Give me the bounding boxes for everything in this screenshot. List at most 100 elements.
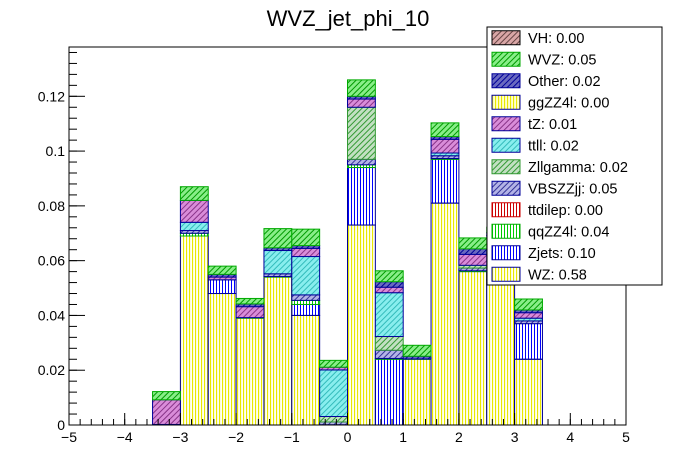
series-wz (179, 202, 543, 426)
bar-vbszzjj-5 (291, 294, 321, 301)
bar-wz-10 (430, 202, 460, 426)
legend-swatch-zjets (491, 245, 521, 261)
bar-zjets-2 (207, 279, 237, 295)
bar-zllgamma-7 (347, 106, 376, 160)
x-tick-label: 2 (455, 429, 463, 445)
bar-tz-5 (291, 247, 321, 258)
bar-vbszzjj-7 (347, 158, 376, 166)
legend-swatch-vh (491, 30, 521, 46)
legend-label-qqzz4l: qqZZ4l: 0.04 (528, 224, 609, 240)
bar-ttll-8 (374, 292, 404, 338)
stacked-bars (152, 79, 543, 426)
bar-wz-3 (235, 317, 265, 426)
bar-wvz-7 (347, 79, 376, 97)
y-tick-label: 0.02 (38, 362, 65, 378)
bar-wvz-0 (152, 391, 181, 401)
bar-vbszzjj-8 (374, 349, 404, 359)
bar-zjets-5 (291, 303, 321, 316)
bar-ttll-5 (291, 256, 321, 296)
bar-wz-11 (458, 271, 488, 426)
bar-other-11 (458, 248, 488, 255)
bar-wvz-10 (430, 122, 460, 138)
bar-tz-8 (374, 286, 404, 294)
bar-other-8 (374, 281, 404, 288)
x-tick-label: 0 (344, 429, 352, 445)
bar-tz-10 (430, 138, 460, 154)
bar-wvz-2 (207, 265, 237, 275)
y-tick-label: 0.12 (38, 88, 65, 104)
x-tick-label: 1 (399, 429, 407, 445)
bar-zllgamma-8 (374, 336, 404, 351)
legend-label-vbszzjj: VBSZZjj: 0.05 (528, 181, 617, 197)
legend-label-wz: WZ: 0.58 (528, 267, 587, 283)
legend-swatch-ttll (491, 137, 521, 153)
chart-title: WVZ_jet_phi_10 (267, 6, 430, 31)
legend-swatch-other (491, 73, 521, 89)
legend-label-ggzz4l: ggZZ4l: 0.00 (528, 95, 609, 111)
bar-zjets-8 (374, 358, 404, 426)
bar-zllgamma-6 (319, 416, 348, 423)
x-tick-label: 4 (566, 429, 574, 445)
y-tick-label: 0.04 (38, 307, 65, 323)
bar-ttll-4 (263, 250, 293, 275)
legend-swatch-qqzz4l (491, 223, 521, 239)
bar-tz-7 (347, 98, 376, 108)
bar-wz-1 (179, 235, 209, 426)
bar-tz-1 (179, 199, 209, 223)
bar-zjets-13 (514, 323, 543, 360)
legend-label-zjets: Zjets: 0.10 (528, 246, 596, 262)
x-tick-label: −3 (172, 429, 188, 445)
legend-box (486, 26, 663, 286)
series-wvz (152, 79, 543, 401)
bar-tz-3 (235, 306, 265, 319)
bar-wz-7 (347, 224, 376, 426)
legend-label-zllgamma: Zllgamma: 0.02 (528, 160, 628, 176)
bar-wz-4 (263, 276, 293, 426)
y-tick-label: 0.1 (46, 143, 66, 159)
y-tick-label: 0 (57, 417, 65, 433)
legend: VH: 0.00 WVZ: 0.05 Other: 0.02 ggZZ4l: 0.00… (486, 26, 663, 286)
legend-label-ttll: ttll: 0.02 (528, 138, 579, 154)
legend-swatch-tz (491, 116, 521, 132)
bar-wvz-3 (235, 297, 265, 305)
bar-wvz-13 (514, 298, 543, 311)
y-tick-label: 0.06 (38, 253, 65, 269)
bar-qqzz4l-5 (291, 299, 321, 305)
bar-wz-12 (486, 279, 516, 426)
bar-wz-2 (207, 293, 237, 426)
bar-wvz-11 (458, 237, 488, 250)
legend-label-wvz: WVZ: 0.05 (528, 52, 597, 68)
bar-tz-13 (514, 312, 543, 319)
x-tick-label: 5 (622, 429, 630, 445)
bar-ttll-6 (319, 369, 348, 418)
legend-label-vh: VH: 0.00 (528, 31, 584, 47)
y-tick-label: 0.08 (38, 198, 65, 214)
legend-swatch-ggzz4l (491, 94, 521, 110)
bar-wvz-1 (179, 186, 209, 201)
legend-label-ttdilep: ttdilep: 0.00 (528, 203, 603, 219)
bar-zjets-7 (347, 167, 376, 226)
bar-ttll-1 (179, 221, 209, 232)
x-tick-label: −2 (228, 429, 244, 445)
legend-swatch-zllgamma (491, 159, 521, 175)
bar-wvz-4 (263, 228, 293, 249)
bar-wvz-5 (291, 228, 321, 247)
bar-zjets-10 (430, 158, 460, 204)
bar-wvz-6 (319, 359, 348, 368)
legend-swatch-ttdilep (491, 202, 521, 218)
bar-wvz-9 (402, 344, 432, 357)
bar-tz-0 (152, 399, 181, 425)
bar-wz-5 (291, 314, 321, 426)
x-tick-label: −5 (61, 429, 77, 445)
x-tick-label: −4 (117, 429, 133, 445)
bar-wz-13 (514, 358, 543, 426)
legend-swatch-wvz (491, 51, 521, 67)
bar-wvz-8 (374, 270, 404, 283)
legend-label-other: Other: 0.02 (528, 74, 601, 90)
legend-label-tz: tZ: 0.01 (528, 117, 577, 133)
x-tick-label: 3 (511, 429, 519, 445)
legend-swatch-vbszzjj (491, 180, 521, 196)
x-tick-label: −1 (284, 429, 300, 445)
